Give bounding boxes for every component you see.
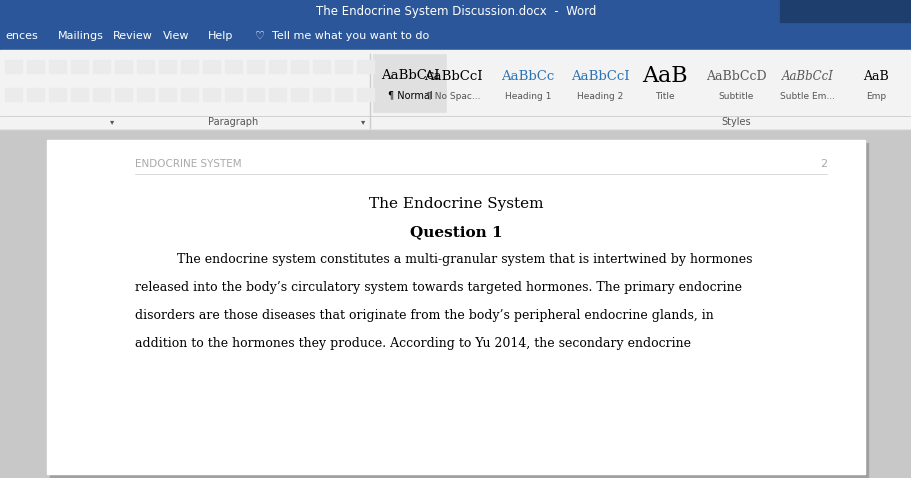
Bar [115,88,133,102]
Text: ences: ences [5,31,37,41]
Text: Title: Title [654,91,674,100]
Bar [312,60,331,74]
Text: Emp: Emp [865,91,885,100]
Bar [203,60,220,74]
Bar [137,60,155,74]
Bar [93,60,111,74]
Text: Subtitle: Subtitle [718,91,752,100]
Text: ENDOCRINE SYSTEM: ENDOCRINE SYSTEM [135,159,241,169]
Text: Paragraph: Paragraph [208,117,258,127]
Text: ▾: ▾ [361,118,364,127]
Bar [356,60,374,74]
Bar [225,60,242,74]
Bar [0,50,911,130]
Bar [779,0,911,22]
Bar [312,88,331,102]
Text: AaB: AaB [862,69,888,83]
Text: Help: Help [208,31,233,41]
Bar [225,88,242,102]
Text: Review: Review [113,31,153,41]
Text: AaBbCcI: AaBbCcI [424,69,482,83]
Bar [0,130,911,478]
Text: AaBbCcD: AaBbCcD [705,69,765,83]
Bar [247,88,265,102]
Bar [356,88,374,102]
Text: Heading 1: Heading 1 [505,91,550,100]
Bar [247,60,265,74]
Text: addition to the hormones they produce. According to Yu 2014, the secondary endoc: addition to the hormones they produce. A… [135,337,691,350]
Text: disorders are those diseases that originate from the body’s peripheral endocrine: disorders are those diseases that origin… [135,309,713,323]
Bar [180,88,199,102]
Bar [5,88,23,102]
Bar [203,88,220,102]
Bar [71,88,89,102]
Text: 2: 2 [819,159,826,169]
Text: The Endocrine System: The Endocrine System [368,197,543,211]
Bar [159,88,177,102]
Bar [334,88,353,102]
Text: AaB: AaB [641,65,687,87]
Bar [0,22,911,50]
Bar [50,143,867,477]
Bar [49,88,67,102]
Bar [374,55,445,112]
Bar [291,60,309,74]
Bar [269,60,287,74]
Text: The endocrine system constitutes a multi-granular system that is intertwined by : The endocrine system constitutes a multi… [177,253,752,267]
Bar [137,88,155,102]
Text: AaBbCcI: AaBbCcI [570,69,629,83]
Text: ¶ No Spac...: ¶ No Spac... [425,91,480,100]
Bar [71,60,89,74]
Text: Styles: Styles [721,117,750,127]
Text: AaBbCc: AaBbCc [501,69,554,83]
Bar [159,60,177,74]
Bar [115,60,133,74]
Bar [49,60,67,74]
Bar [269,88,287,102]
Bar [291,88,309,102]
Bar [27,60,45,74]
Bar [334,60,353,74]
Bar [93,88,111,102]
Text: The Endocrine System Discussion.docx  -  Word: The Endocrine System Discussion.docx - W… [315,4,596,18]
Text: View: View [163,31,189,41]
Bar [0,0,911,22]
Bar [180,60,199,74]
Text: Heading 2: Heading 2 [577,91,622,100]
Text: ♡  Tell me what you want to do: ♡ Tell me what you want to do [255,31,429,41]
Text: AaBbCcI: AaBbCcI [380,68,439,82]
Text: AaBbCcI: AaBbCcI [782,69,833,83]
Text: Question 1: Question 1 [409,225,502,239]
Text: ¶ Normal: ¶ Normal [387,90,432,100]
Bar [27,88,45,102]
Text: released into the body’s circulatory system towards targeted hormones. The prima: released into the body’s circulatory sys… [135,282,742,294]
Text: Subtle Em...: Subtle Em... [780,91,834,100]
Bar [47,140,864,474]
Text: ▾: ▾ [109,118,114,127]
Text: Mailings: Mailings [58,31,104,41]
Bar [5,60,23,74]
